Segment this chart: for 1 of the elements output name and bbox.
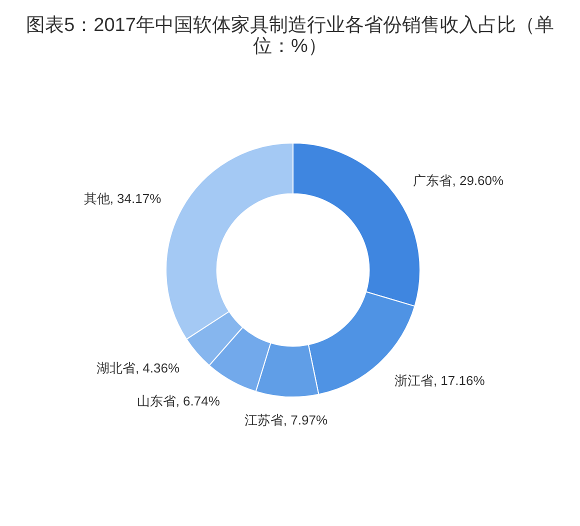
title: 图表5：2017年中国软体家具制造行业各省份销售收入占比（单位：%）: [25, 15, 555, 57]
